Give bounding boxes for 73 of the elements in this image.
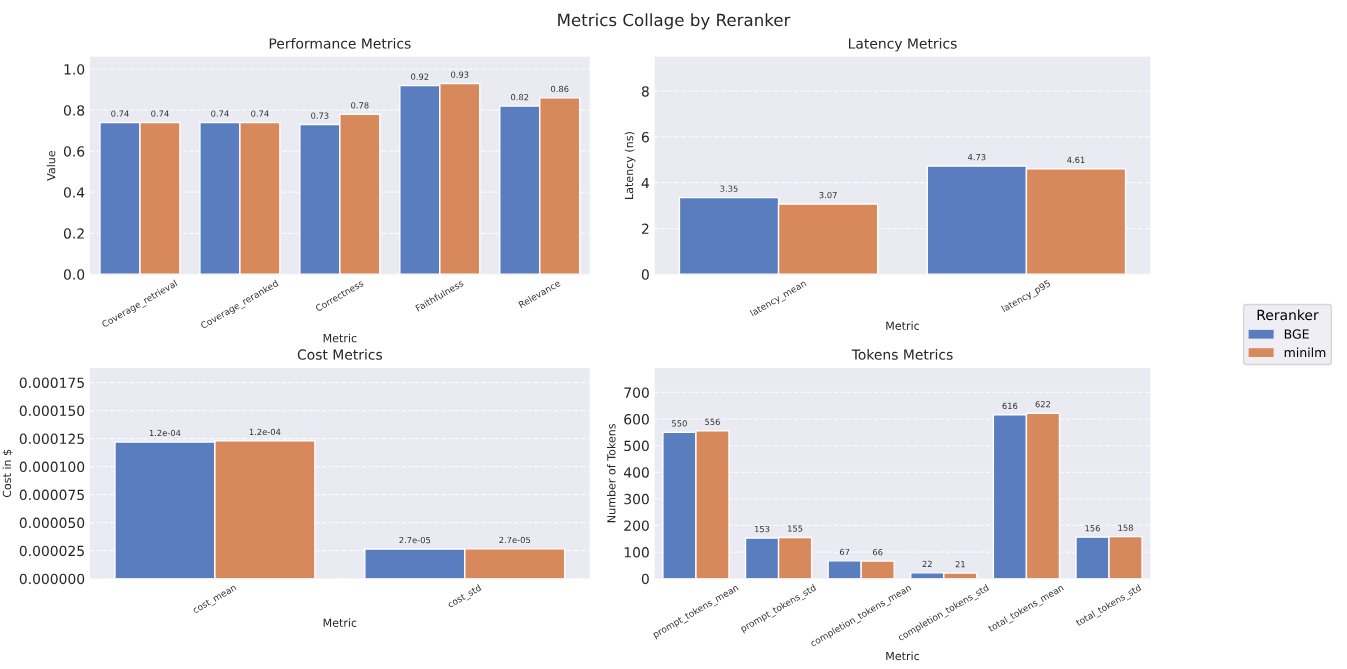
y-tick-label: 0.8 [63, 105, 85, 116]
x-axis-title: Metric [886, 321, 920, 330]
data-label: 153 [755, 525, 770, 533]
y-tick-label: 600 [624, 414, 649, 425]
data-label: 0.74 [251, 110, 269, 117]
y-tick-label: 200 [624, 520, 649, 531]
data-label: 0.78 [351, 102, 369, 109]
data-label: 0.92 [411, 73, 429, 80]
data-label: 1.2e-04 [149, 429, 181, 437]
data-label: 550 [672, 420, 687, 427]
data-label: 155 [788, 525, 803, 532]
y-tick-label: 1.0 [64, 64, 85, 75]
data-label: 22 [922, 560, 932, 567]
data-label: 616 [1002, 402, 1018, 409]
y-tick-label: 8 [641, 86, 649, 97]
data-label: 21 [955, 561, 965, 568]
y-tick-label: 400 [623, 467, 649, 478]
data-label: 4.73 [967, 153, 986, 161]
data-label: 1.2e-04 [249, 428, 281, 436]
data-label: 556 [705, 418, 720, 425]
legend-label: BGE [1284, 329, 1309, 339]
y-axis-title: Cost in $ [2, 449, 13, 498]
y-tick-label: 500 [624, 440, 649, 452]
legend-title: Reranker [1257, 309, 1319, 321]
y-tick-label: 0 [641, 573, 649, 585]
y-tick-label: 2 [641, 223, 649, 234]
chart-title: Latency Metrics [848, 37, 957, 52]
y-axis-title: Number of Tokens [606, 423, 616, 523]
y-axis-title: Value [46, 150, 56, 181]
y-tick-label: 0.000125 [19, 433, 84, 445]
text: Metrics Collage by Reranker [558, 13, 791, 30]
y-tick-label: 0.0 [63, 269, 85, 280]
data-label: 4.61 [1067, 156, 1085, 163]
data-label: 0.86 [551, 85, 569, 93]
data-label: 0.93 [451, 71, 469, 78]
y-tick-label: 100 [624, 547, 649, 558]
data-label: 3.35 [720, 185, 738, 192]
y-axis-title: Latency (ns) [624, 132, 636, 199]
data-label: 622 [1035, 401, 1051, 408]
data-label: 0.82 [511, 94, 529, 101]
data-label: 2.7e-05 [399, 536, 431, 544]
y-tick-label: 0.000100 [19, 461, 85, 473]
data-label: 0.74 [111, 110, 129, 117]
chart-title: Cost Metrics [297, 349, 383, 360]
y-tick-label: 0 [641, 269, 649, 280]
y-tick-label: 0.000150 [19, 405, 85, 417]
y-tick-label: 0.2 [63, 228, 84, 239]
data-label: 0.73 [311, 112, 329, 119]
y-tick-label: 0.000050 [19, 517, 85, 529]
y-tick-label: 0.4 [63, 187, 85, 198]
chart-title: Tokens Metrics [851, 349, 953, 360]
x-axis-title: Metric [323, 333, 357, 343]
data-label: 67 [839, 548, 850, 556]
y-tick-label: 0.000075 [19, 489, 84, 501]
y-tick-label: 4 [641, 177, 649, 189]
data-label: 0.74 [151, 110, 169, 117]
data-label: 2.7e-05 [499, 536, 531, 544]
data-label: 156 [1085, 525, 1100, 532]
y-tick-label: 6 [641, 131, 649, 143]
data-label: 66 [872, 549, 883, 556]
x-axis-title: Metric [323, 618, 357, 627]
x-axis-title: Metric [886, 651, 920, 661]
y-tick-label: 0.000175 [19, 377, 84, 388]
y-tick-label: 300 [624, 493, 649, 505]
legend-label: minilm [1284, 347, 1326, 357]
y-tick-label: 0.000000 [19, 573, 85, 585]
y-tick-label: 700 [624, 387, 649, 398]
y-tick-label: 0.6 [63, 146, 85, 157]
chart-title: Performance Metrics [269, 37, 411, 49]
data-label: 3.07 [819, 191, 837, 199]
data-label: 0.74 [211, 110, 229, 117]
y-tick-label: 0.000025 [19, 545, 84, 557]
data-label: 158 [1118, 524, 1133, 531]
